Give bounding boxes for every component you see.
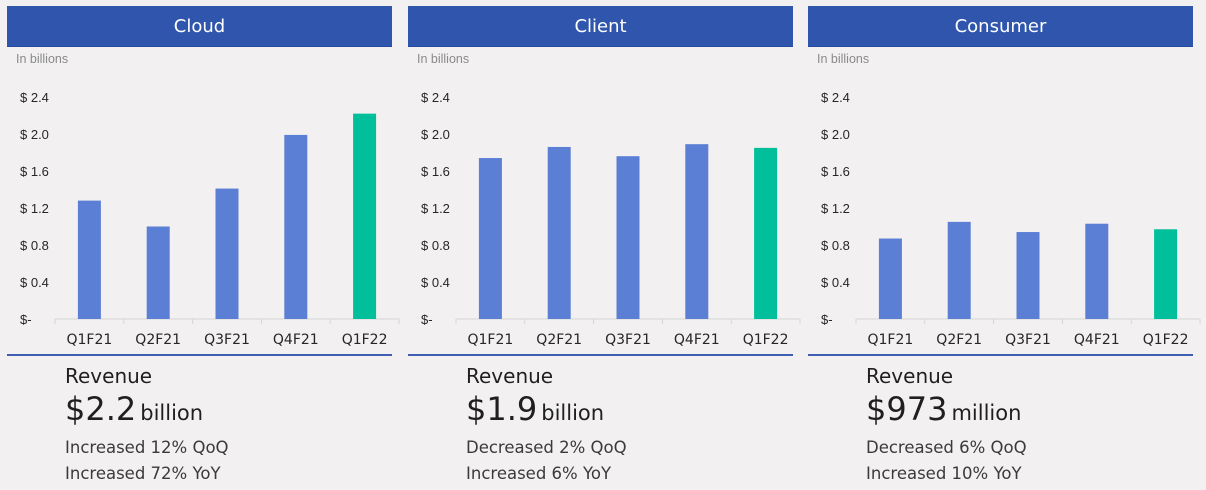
x-tick-label: Q4F21	[674, 332, 720, 348]
y-tick-label: $ 2.0	[20, 127, 49, 142]
y-tick-label: $ 0.8	[20, 238, 49, 253]
y-tick-label: $ 1.6	[821, 164, 850, 179]
x-tick-label: Q2F21	[135, 332, 181, 348]
revenue-amount: $973	[866, 390, 948, 428]
bar-chart: $ 2.4 $ 2.0 $ 1.6 $ 1.2 $ 0.8 $ 0.4 $- Q1F21 Q2F…	[821, 90, 1201, 348]
x-tick-label: Q3F21	[204, 332, 250, 348]
y-tick-label: $ 1.2	[821, 201, 850, 216]
bar	[478, 158, 502, 319]
revenue-label: Revenue	[866, 364, 954, 388]
bar	[353, 113, 377, 320]
revenue-value: $1.9 billion	[466, 390, 604, 428]
bar	[685, 144, 709, 319]
x-tick-label: Q4F21	[273, 332, 319, 348]
y-tick-label: $ 0.8	[421, 238, 450, 253]
panel-header: Cloud	[7, 6, 392, 46]
y-tick-label: $ 2.0	[421, 127, 450, 142]
revenue-label: Revenue	[65, 364, 153, 388]
bar-chart: $ 2.4 $ 2.0 $ 1.6 $ 1.2 $ 0.8 $ 0.4 $- Q1F21 Q2F…	[20, 90, 400, 348]
revenue-unit: million	[951, 401, 1022, 425]
bar	[547, 146, 571, 319]
x-tick-label: Q1F21	[868, 332, 914, 348]
x-tick-label: Q1F22	[1143, 332, 1189, 348]
revenue-value: $973 million	[866, 390, 1021, 428]
bar	[754, 147, 778, 319]
y-tick-label: $ 1.6	[20, 164, 49, 179]
y-tick-label: $ 1.2	[421, 201, 450, 216]
x-tick-label: Q2F21	[536, 332, 582, 348]
revenue-amount: $1.9	[466, 390, 538, 428]
bar	[1016, 232, 1040, 319]
qoq-change: Decreased 6% QoQ	[866, 438, 1027, 457]
y-tick-label: $ 2.4	[421, 90, 450, 105]
yoy-change: Increased 10% YoY	[866, 464, 1022, 483]
bar	[1085, 223, 1109, 319]
bar	[215, 188, 239, 319]
qoq-change: Decreased 2% QoQ	[466, 438, 627, 457]
x-tick-label: Q3F21	[605, 332, 651, 348]
bar	[878, 238, 902, 319]
units-note: In billions	[417, 52, 470, 66]
revenue-value: $2.2 billion	[65, 390, 203, 428]
qoq-change: Increased 12% QoQ	[65, 438, 229, 457]
y-tick-label: $ 0.8	[821, 238, 850, 253]
revenue-unit: billion	[541, 401, 605, 425]
revenue-label: Revenue	[466, 364, 554, 388]
revenue-amount: $2.2	[65, 390, 137, 428]
bar	[616, 156, 640, 319]
yoy-change: Increased 6% YoY	[466, 464, 612, 483]
y-tick-label: $-	[421, 312, 433, 327]
panel-header: Client	[408, 6, 793, 46]
bar	[146, 226, 170, 319]
segment-panel-client: Client In billions $ 2.4 $ 2.0 $ 1.6 $ 1.2 $…	[408, 0, 801, 490]
x-tick-label: Q3F21	[1005, 332, 1051, 348]
y-tick-label: $ 1.2	[20, 201, 49, 216]
y-tick-label: $ 2.4	[821, 90, 850, 105]
y-tick-label: $-	[20, 312, 32, 327]
y-tick-label: $ 2.0	[821, 127, 850, 142]
panel-header: Consumer	[808, 6, 1193, 46]
divider	[7, 354, 392, 356]
y-tick-label: $ 0.4	[421, 275, 450, 290]
units-note: In billions	[16, 52, 69, 66]
x-tick-label: Q1F22	[743, 332, 789, 348]
segment-panel-cloud: Cloud In billions $ 2.4 $ 2.0 $ 1.6 $ 1.2 $ …	[7, 0, 400, 490]
x-tick-label: Q4F21	[1074, 332, 1120, 348]
bar	[1154, 229, 1178, 319]
y-tick-label: $ 2.4	[20, 90, 49, 105]
segment-panel-consumer: Consumer In billions $ 2.4 $ 2.0 $ 1.6 $ 1.…	[808, 0, 1201, 490]
divider	[808, 354, 1193, 356]
bar	[947, 221, 971, 319]
y-tick-label: $ 0.4	[821, 275, 850, 290]
bar	[284, 134, 308, 319]
y-tick-label: $ 1.6	[421, 164, 450, 179]
yoy-change: Increased 72% YoY	[65, 464, 221, 483]
y-tick-label: $ 0.4	[20, 275, 49, 290]
units-note: In billions	[817, 52, 870, 66]
x-tick-label: Q1F21	[468, 332, 514, 348]
y-tick-label: $-	[821, 312, 833, 327]
x-tick-label: Q1F21	[67, 332, 113, 348]
x-tick-label: Q2F21	[936, 332, 982, 348]
bar-chart: $ 2.4 $ 2.0 $ 1.6 $ 1.2 $ 0.8 $ 0.4 $- Q1F21 Q2F…	[421, 90, 801, 348]
bar	[77, 200, 101, 319]
divider	[408, 354, 793, 356]
revenue-unit: billion	[140, 401, 204, 425]
x-tick-label: Q1F22	[342, 332, 388, 348]
